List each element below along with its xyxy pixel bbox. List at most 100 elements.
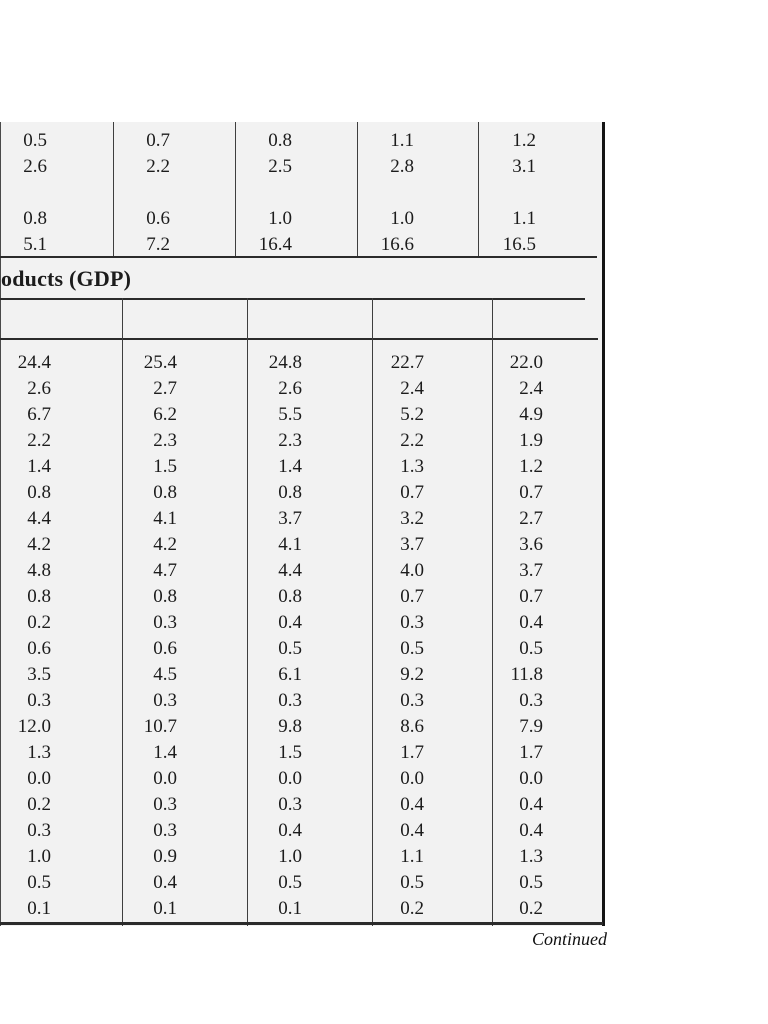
table-cell: 0.5 (519, 638, 543, 659)
table-cell: 0.5 (400, 872, 424, 893)
table-cell: 0.8 (278, 586, 302, 607)
table-cell: 0.0 (400, 768, 424, 789)
table-cell: 0.6 (27, 638, 51, 659)
year-header-cell (122, 303, 247, 339)
table-cell: 3.7 (519, 560, 543, 581)
table-row: 4.8 4.7 4.4 4.0 3.7 (0, 558, 605, 584)
table-cell (357, 180, 478, 206)
column-divider (235, 122, 236, 257)
table-cell: 3.2 (400, 508, 424, 529)
table-cell: 0.7 (400, 586, 424, 607)
table-cell: 0.4 (400, 794, 424, 815)
table-cell: 0.1 (278, 898, 302, 919)
table-cell: 0.8 (27, 586, 51, 607)
column-divider (122, 298, 123, 926)
column-divider (113, 122, 114, 257)
table-cell: 2.7 (519, 508, 543, 529)
table-row (0, 180, 605, 206)
table-row: 0.6 0.6 0.5 0.5 0.5 (0, 636, 605, 662)
table-row: 2.6 2.7 2.6 2.4 2.4 (0, 376, 605, 402)
table-row: 0.1 0.1 0.1 0.2 0.2 (0, 896, 605, 922)
table-row: 6.7 6.2 5.5 5.2 4.9 (0, 402, 605, 428)
table-cell: 1.2 (512, 130, 536, 151)
table-cell: 3.7 (278, 508, 302, 529)
table-row: 0.8 0.8 0.8 0.7 0.7 (0, 584, 605, 610)
table-cell: 0.5 (27, 872, 51, 893)
table-cell: 2.3 (278, 430, 302, 451)
panel-left-border (0, 122, 1, 926)
table-cell: 0.0 (153, 768, 177, 789)
table-cell: 0.1 (27, 898, 51, 919)
table-cell: 0.6 (153, 638, 177, 659)
table-row: 4.2 4.2 4.1 3.7 3.6 (0, 532, 605, 558)
table-cell: 0.7 (519, 586, 543, 607)
table-cell: 0.4 (278, 820, 302, 841)
table-cell: 3.7 (400, 534, 424, 555)
table-cell: 4.9 (519, 404, 543, 425)
table-cell: 7.2 (146, 234, 170, 255)
gdp-table: 24.4 25.4 24.8 22.7 22.0 2.6 2.7 2.6 2.4… (0, 350, 605, 922)
table-row: 0.5 0.4 0.5 0.5 0.5 (0, 870, 605, 896)
table-cell: 4.2 (27, 534, 51, 555)
table-cell: 16.5 (502, 234, 536, 255)
table-row: 12.0 10.7 9.8 8.6 7.9 (0, 714, 605, 740)
table-cell: 5.1 (23, 234, 47, 255)
top-table: 0.5 0.7 0.8 1.1 1.2 2.6 2.2 2.5 2.8 3.1 … (0, 128, 605, 258)
table-cell: 0.8 (153, 586, 177, 607)
column-divider (372, 298, 373, 926)
table-cell: 1.0 (278, 846, 302, 867)
table-cell: 1.7 (400, 742, 424, 763)
table-row: 5.1 7.2 16.4 16.6 16.5 (0, 232, 605, 258)
table-cell: 2.8 (390, 156, 414, 177)
table-cell: 2.4 (400, 378, 424, 399)
table-row: 24.4 25.4 24.8 22.7 22.0 (0, 350, 605, 376)
table-row: 3.5 4.5 6.1 9.2 11.8 (0, 662, 605, 688)
table-cell: 22.0 (509, 352, 543, 373)
table-cell: 1.5 (278, 742, 302, 763)
table-cell: 0.6 (146, 208, 170, 229)
table-cell: 6.1 (278, 664, 302, 685)
table-cell: 4.4 (27, 508, 51, 529)
table-cell: 0.8 (27, 482, 51, 503)
table-bottom-rule (0, 922, 603, 925)
table-cell: 0.3 (400, 690, 424, 711)
year-header-cell (0, 303, 122, 339)
table-cell: 1.4 (153, 742, 177, 763)
column-divider (478, 122, 479, 257)
table-cell: 9.2 (400, 664, 424, 685)
table-cell: 0.3 (153, 690, 177, 711)
table-cell: 0.5 (278, 638, 302, 659)
table-cell: 0.3 (278, 690, 302, 711)
table-row: 0.3 0.3 0.4 0.4 0.4 (0, 818, 605, 844)
table-cell: 0.3 (153, 820, 177, 841)
column-divider (492, 298, 493, 926)
table-row: 2.2 2.3 2.3 2.2 1.9 (0, 428, 605, 454)
table-cell: 0.8 (268, 130, 292, 151)
table-cell: 0.0 (278, 768, 302, 789)
table-cell: 0.1 (153, 898, 177, 919)
continued-label: Continued (532, 929, 607, 949)
table-cell: 1.1 (390, 130, 414, 151)
table-cell: 2.3 (153, 430, 177, 451)
table-cell: 0.8 (153, 482, 177, 503)
table-cell: 3.5 (27, 664, 51, 685)
table-cell: 0.3 (400, 612, 424, 633)
table-cell: 0.2 (27, 612, 51, 633)
table-cell: 3.1 (512, 156, 536, 177)
table-row: 0.2 0.3 0.3 0.4 0.4 (0, 792, 605, 818)
table-cell: 1.3 (27, 742, 51, 763)
table-cell: 6.2 (153, 404, 177, 425)
table-row: 1.4 1.5 1.4 1.3 1.2 (0, 454, 605, 480)
table-cell: 0.3 (519, 690, 543, 711)
table-cell: 1.9 (519, 430, 543, 451)
table-cell: 0.5 (278, 872, 302, 893)
table-cell: 0.4 (519, 820, 543, 841)
table-cell: 0.4 (278, 612, 302, 633)
table-row: 2.6 2.2 2.5 2.8 3.1 (0, 154, 605, 180)
table-cell: 0.0 (27, 768, 51, 789)
table-cell (113, 180, 235, 206)
table-cell: 0.4 (519, 794, 543, 815)
table-row: 0.0 0.0 0.0 0.0 0.0 (0, 766, 605, 792)
table-cell: 0.7 (400, 482, 424, 503)
table-cell: 0.9 (153, 846, 177, 867)
